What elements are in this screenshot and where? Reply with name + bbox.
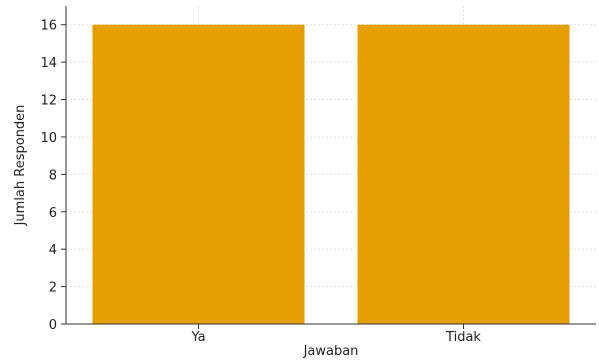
bar-ya [92,24,305,325]
y-axis-label: Jumlah Responden [13,105,28,227]
x-tick-label: Tidak [445,330,481,345]
y-tick-label: 0 [49,318,57,333]
x-axis-label: Jawaban [303,344,359,359]
bars [92,24,570,325]
y-tick-label: 8 [49,168,57,183]
x-ticks: Ya Tidak [190,324,481,345]
y-tick-label: 4 [49,243,57,258]
y-tick-label: 12 [40,94,57,109]
y-tick-label: 16 [40,19,57,34]
y-tick-label: 2 [49,281,57,296]
y-ticks: 0 2 4 6 8 10 12 14 16 [40,19,66,333]
axes [65,6,596,325]
y-tick-label: 10 [40,131,57,146]
y-tick-label: 14 [40,56,57,71]
bar-tidak [357,24,570,325]
y-tick-label: 6 [49,206,57,221]
x-tick-label: Ya [190,330,205,345]
